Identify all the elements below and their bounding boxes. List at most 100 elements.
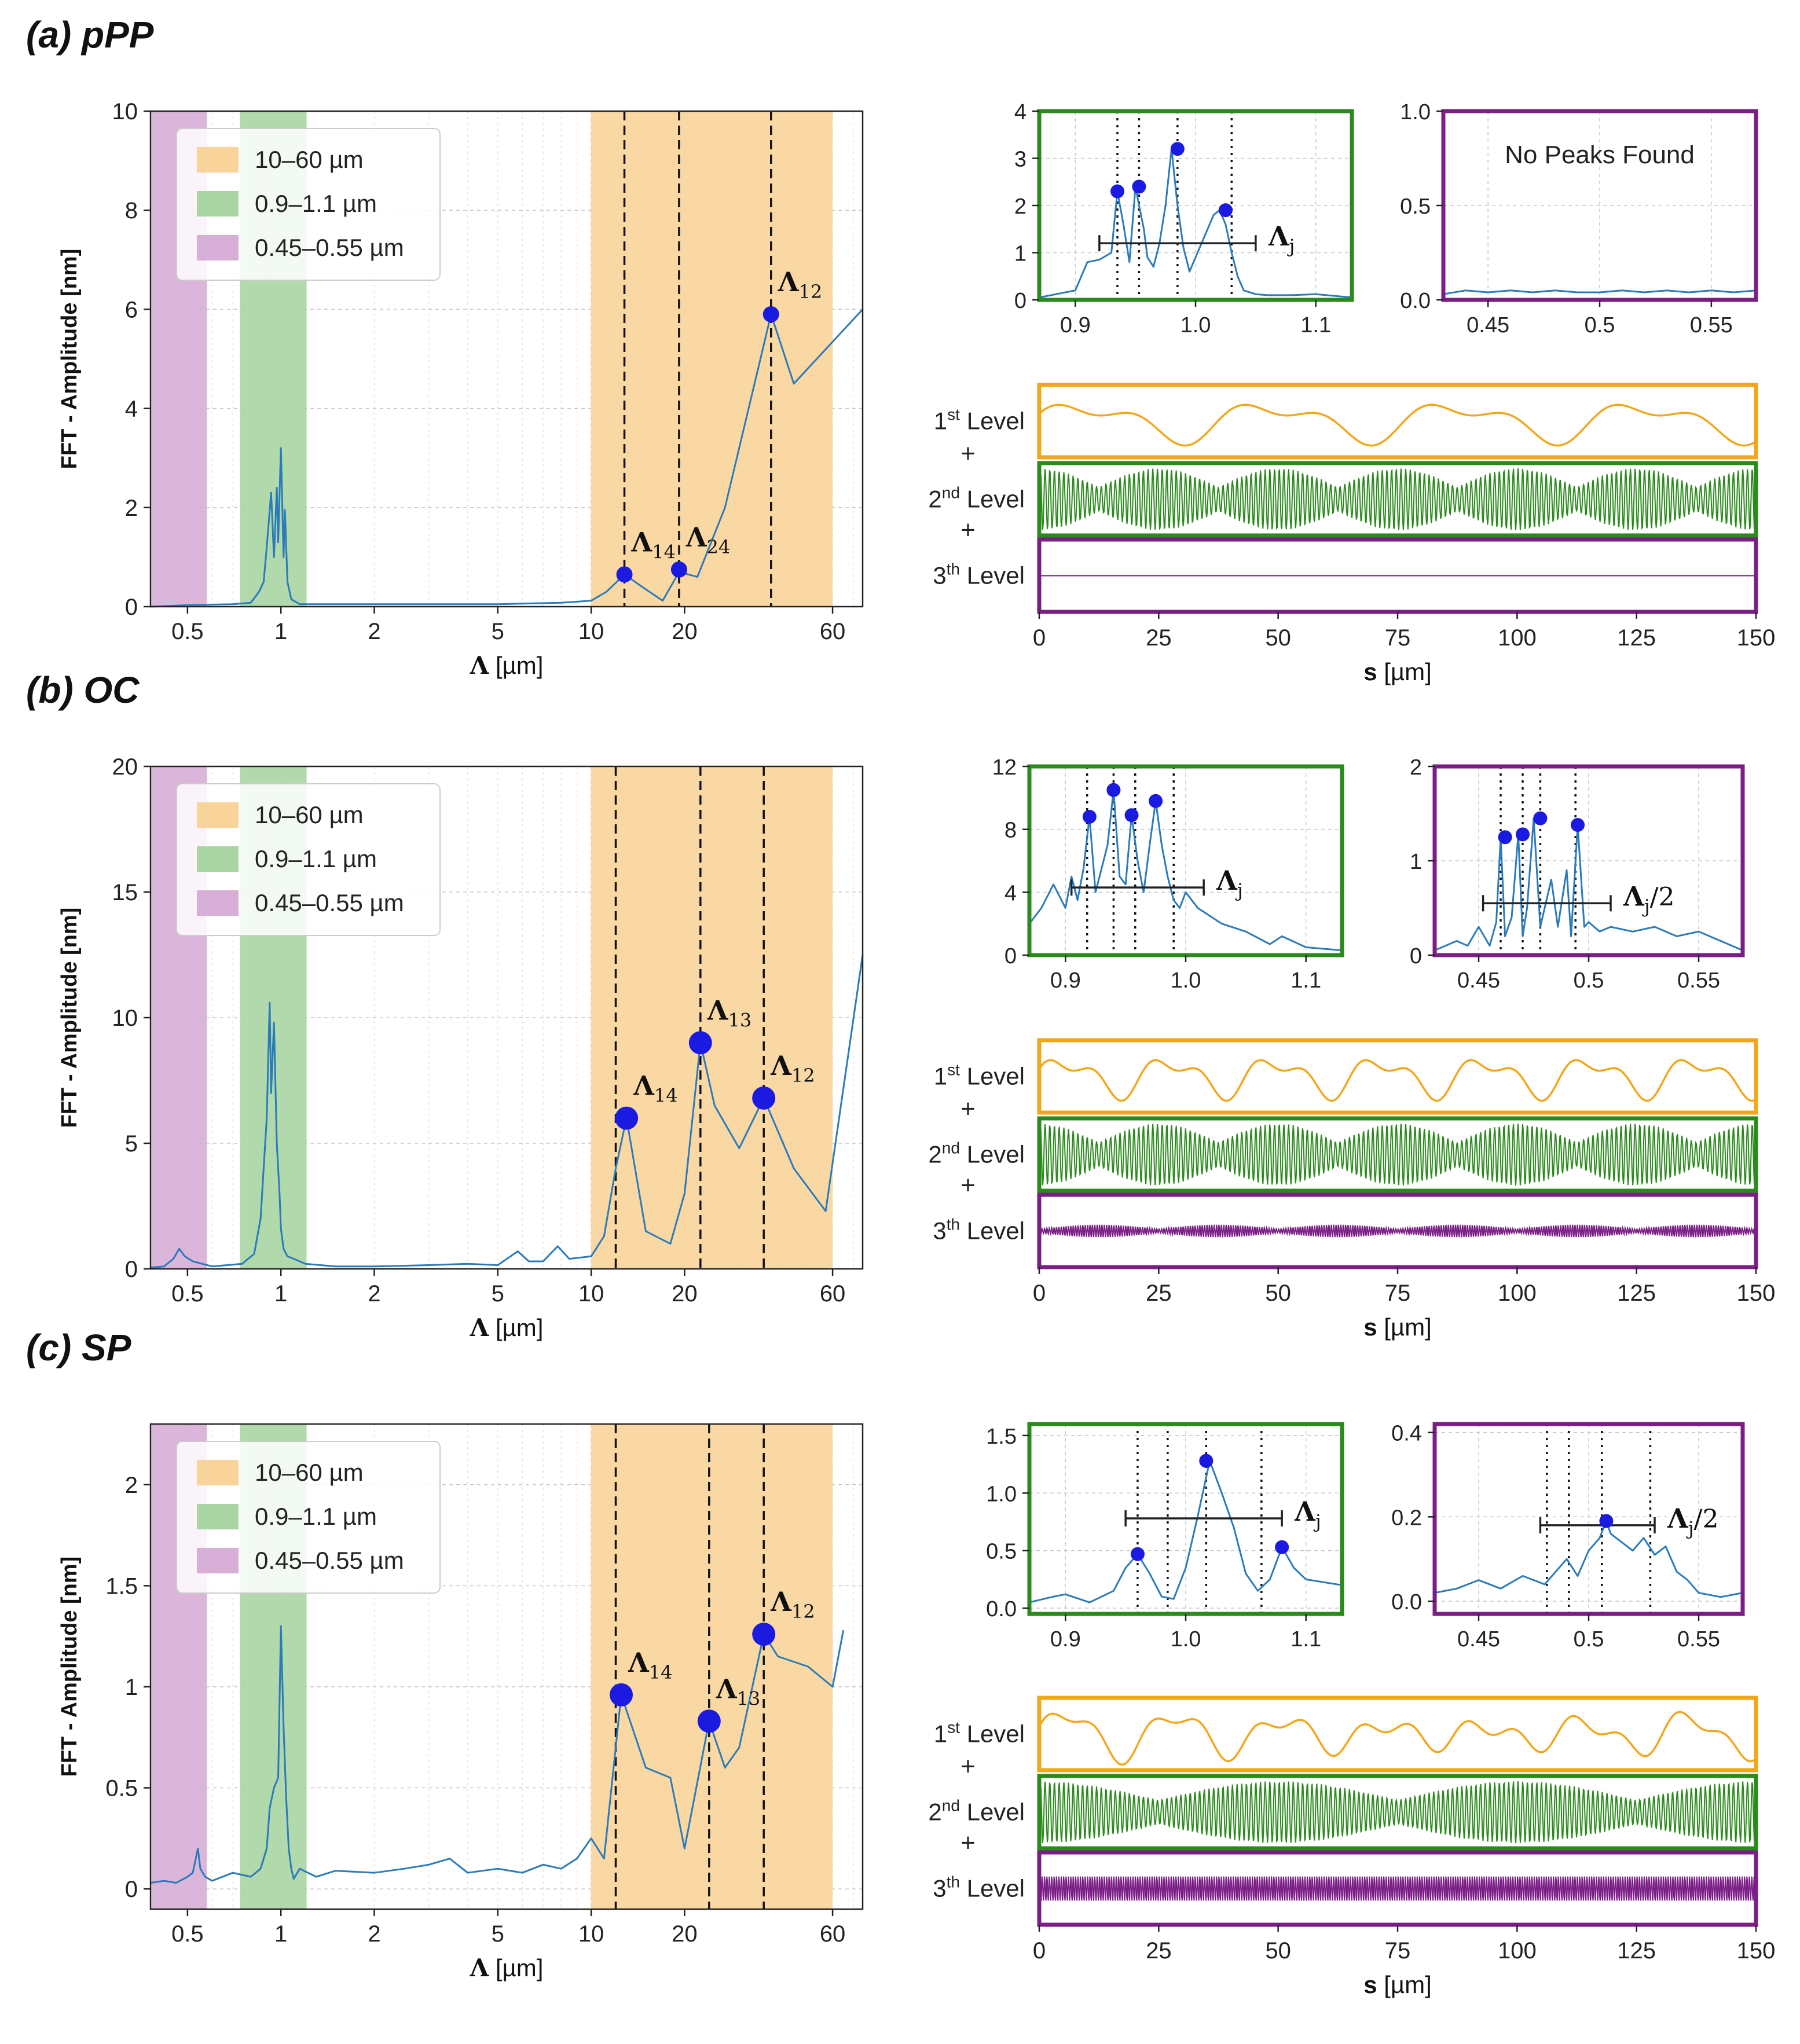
x-tick-label: 2 bbox=[368, 1281, 380, 1307]
inset-y-tick-label: 0.0 bbox=[1391, 1590, 1422, 1614]
y-tick-label: 20 bbox=[112, 754, 138, 780]
level-number: 2 bbox=[928, 1141, 941, 1168]
level-label: 2nd Level bbox=[928, 1139, 1025, 1168]
inset-series-line bbox=[1028, 789, 1343, 952]
level-3-plot: 3th Level bbox=[933, 537, 1758, 614]
level-ordinal: st bbox=[947, 1719, 960, 1737]
peak-label: Λ14 bbox=[631, 526, 676, 563]
level-number: 1 bbox=[934, 1720, 947, 1748]
x-tick-label: 10 bbox=[578, 619, 604, 644]
inset-purple: No Peaks Found 0.0 0.5 1.0 0.45 0.5 0.55 bbox=[1400, 100, 1758, 337]
level-label: 1st Level bbox=[934, 1061, 1025, 1090]
bracket-label-symbol: Λ bbox=[1623, 880, 1645, 912]
legend-label: 0.9–1.1 µm bbox=[255, 845, 377, 872]
s-tick-label: 25 bbox=[1146, 1938, 1172, 1964]
peak-marker bbox=[752, 1623, 776, 1646]
inset-y-tick-label: 2 bbox=[1410, 755, 1422, 780]
level-number: 1 bbox=[934, 1063, 947, 1090]
s-axis-symbol: s bbox=[1363, 1313, 1377, 1341]
level-ordinal: th bbox=[947, 560, 960, 578]
level-1-curve bbox=[1038, 403, 1757, 447]
bracket-label-symbol: Λ bbox=[1294, 1496, 1316, 1527]
s-tick-label: 125 bbox=[1617, 625, 1656, 651]
x-tick-label: 5 bbox=[492, 619, 504, 644]
peak-label-subscript: 14 bbox=[652, 541, 676, 563]
panel-title: (b) OC bbox=[26, 669, 140, 711]
inset-peak-marker bbox=[1516, 827, 1530, 842]
peak-label-subscript: 12 bbox=[791, 1601, 815, 1623]
y-tick-label: 1 bbox=[125, 1675, 138, 1700]
legend-swatch bbox=[197, 191, 239, 216]
level-word: Level bbox=[960, 1799, 1025, 1826]
inset-x-tick-label: 1.0 bbox=[1171, 1627, 1201, 1652]
level-2-curve bbox=[1039, 1124, 1756, 1186]
peak-label-subscript: 13 bbox=[728, 1009, 752, 1031]
inset-y-tick-label: 0.5 bbox=[986, 1540, 1017, 1564]
inset-x-tick-label: 0.5 bbox=[1574, 1627, 1604, 1652]
peak-marker bbox=[670, 561, 687, 578]
x-tick-label: 0.5 bbox=[171, 1281, 204, 1307]
peak-label-symbol: Λ bbox=[770, 1050, 792, 1081]
inset-y-tick-label: 0 bbox=[1005, 944, 1017, 968]
s-tick-label: 100 bbox=[1498, 1280, 1537, 1306]
inset-x-tick-label: 1.1 bbox=[1291, 968, 1321, 993]
inset-y-tick-label: 0.4 bbox=[1391, 1422, 1422, 1446]
level-word: Level bbox=[960, 1141, 1025, 1168]
inset-y-tick-label: 0.0 bbox=[1400, 289, 1431, 313]
inset-green: Λj 0 1 2 3 4 0.9 1.0 1.1 bbox=[1014, 100, 1354, 337]
s-axis-unit: [µm] bbox=[1377, 658, 1432, 685]
level-ordinal: st bbox=[947, 1061, 960, 1079]
panel-title: (c) SP bbox=[26, 1327, 131, 1368]
level-area bbox=[1039, 1040, 1756, 1113]
legend-swatch bbox=[197, 1504, 239, 1529]
level-label: 3th Level bbox=[933, 1216, 1025, 1245]
inset-purple: Λj/2 0 1 2 0.45 0.5 0.55 bbox=[1410, 755, 1745, 993]
legend-label: 0.9–1.1 µm bbox=[255, 1503, 377, 1530]
level-2-plot: 2nd Level bbox=[928, 1116, 1758, 1193]
inset-peak-marker bbox=[1082, 809, 1097, 824]
peak-label: Λ14 bbox=[628, 1647, 672, 1683]
x-axis-label-symbol: Λ bbox=[470, 651, 490, 680]
peak-label: Λ24 bbox=[685, 522, 730, 558]
x-axis-label: Λ [µm] bbox=[470, 1313, 544, 1342]
band-0 bbox=[591, 111, 833, 607]
y-tick-label: 2 bbox=[125, 496, 138, 521]
y-tick-label: 0.5 bbox=[105, 1776, 138, 1801]
legend-swatch bbox=[197, 802, 239, 828]
inset-x-tick-label: 0.55 bbox=[1690, 313, 1733, 337]
x-tick-label: 2 bbox=[368, 619, 380, 644]
level-1-curve bbox=[1038, 1059, 1757, 1102]
bracket-label: Λj/2 bbox=[1623, 880, 1674, 917]
level-label: 2nd Level bbox=[928, 484, 1025, 513]
inset-x-tick-label: 1.0 bbox=[1181, 313, 1211, 337]
peak-marker bbox=[697, 1709, 721, 1733]
level-frame bbox=[1037, 461, 1758, 538]
x-axis-label-symbol: Λ bbox=[470, 1313, 490, 1342]
x-tick-label: 20 bbox=[672, 1281, 698, 1307]
legend-swatch bbox=[197, 890, 239, 916]
inset-peak-marker bbox=[1106, 783, 1121, 797]
level-label: 3th Level bbox=[933, 1873, 1025, 1902]
plus-sign: + bbox=[961, 1171, 976, 1199]
inset-green: Λj 0.0 0.5 1.0 1.5 0.9 1.0 1.1 bbox=[986, 1422, 1344, 1652]
level-frame bbox=[1037, 1774, 1758, 1851]
inset-series-line bbox=[1443, 289, 1757, 295]
s-tick-label: 100 bbox=[1498, 625, 1537, 651]
s-axis-unit: [µm] bbox=[1377, 1971, 1432, 1998]
bracket-label: Λj bbox=[1216, 865, 1243, 901]
x-axis-label-unit: [µm] bbox=[489, 652, 543, 679]
peak-label: Λ13 bbox=[716, 1673, 760, 1709]
legend-swatch bbox=[197, 1460, 239, 1485]
peak-marker bbox=[610, 1683, 633, 1707]
legend-label: 10–60 µm bbox=[255, 146, 364, 173]
level-frame bbox=[1037, 1038, 1758, 1115]
inset-x-tick-label: 0.45 bbox=[1467, 313, 1509, 337]
peak-label-subscript: 14 bbox=[654, 1085, 678, 1107]
fft-series-line bbox=[150, 955, 864, 1269]
x-tick-label: 10 bbox=[578, 1921, 604, 1947]
inset-peak-marker bbox=[1218, 203, 1233, 218]
